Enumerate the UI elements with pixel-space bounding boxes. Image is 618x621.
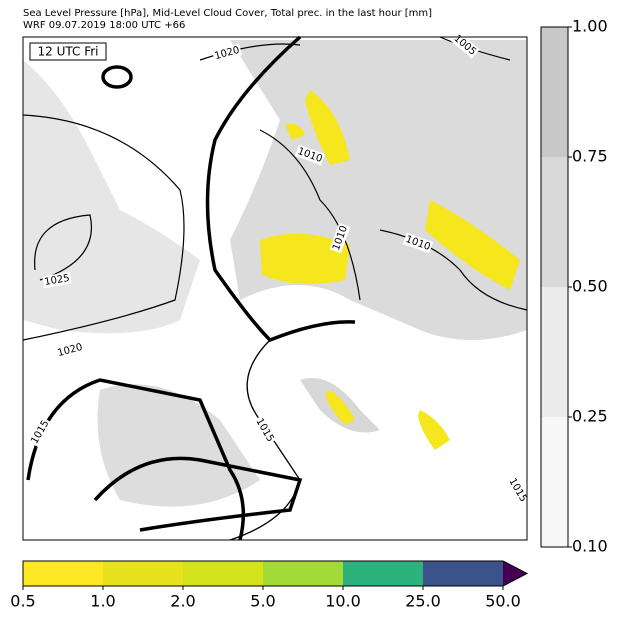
colorbar-tick-label: 0.5	[10, 592, 35, 611]
cloud-area	[23, 60, 200, 334]
colorbar-tick-label: 2.0	[170, 592, 195, 611]
colorbar-tick-label: 1.0	[90, 592, 115, 611]
precip-areas	[260, 90, 520, 450]
precip-area	[418, 410, 450, 450]
colorbar-segment	[423, 561, 503, 586]
contour-label-bg	[402, 232, 434, 254]
colorbar-tick-label: 50.0	[485, 592, 521, 611]
colorbar-tick-label: 0.10	[572, 537, 608, 556]
time-box	[29, 42, 107, 61]
contour-label-bg	[252, 414, 278, 446]
precip-colorbar: 0.5 1.0 2.0 5.0 10.0 25.0 50.0	[10, 560, 529, 611]
precip-area	[285, 123, 305, 140]
colorbar-tick-label: 25.0	[405, 592, 441, 611]
isobar	[22, 114, 185, 341]
colorbar-tick-label: 0.25	[572, 407, 608, 426]
colorbar-segment	[263, 561, 343, 586]
colorbar-segment	[541, 417, 568, 547]
colorbar-segment	[541, 287, 568, 417]
contour-label-bg	[329, 222, 351, 254]
subtitle: WRF 09.07.2019 18:00 UTC +66	[23, 20, 185, 31]
title: Sea Level Pressure [hPa], Mid-Level Clou…	[23, 8, 432, 19]
colorbar-tick-label: 5.0	[250, 592, 275, 611]
contours	[22, 35, 528, 541]
colorbar-frame	[22, 560, 529, 587]
contour-label-bg	[42, 271, 72, 289]
isobar	[34, 214, 92, 281]
isobar	[101, 65, 133, 89]
colorbar-tick-label: 0.75	[572, 147, 608, 166]
colorbar-segment	[23, 561, 103, 586]
isobar	[26, 378, 246, 541]
isobar	[199, 43, 301, 61]
time-label: 12 UTC Fri	[38, 45, 99, 59]
contour-label-bg	[450, 31, 480, 59]
precip-area	[425, 200, 520, 290]
contour-label-bg	[211, 43, 243, 63]
contour-label: 1025	[44, 273, 71, 288]
contour-label-bg	[294, 144, 326, 166]
isobar	[205, 35, 356, 343]
precip-area	[325, 390, 355, 425]
colorbar-segment	[103, 561, 183, 586]
colorbar-segment	[183, 561, 263, 586]
isobar	[93, 456, 303, 532]
colorbar-segment	[541, 27, 568, 157]
colorbar-tick-label: 1.00	[572, 17, 608, 36]
contour-label-bg	[54, 340, 86, 360]
colorbar-segment	[343, 561, 423, 586]
contour-label-bg	[27, 416, 53, 448]
cloud-colorbar: 0.10 0.25 0.50 0.75 1.00	[540, 17, 608, 556]
contour-label-bg	[505, 474, 531, 506]
isobar	[259, 129, 361, 301]
precip-area	[260, 233, 350, 284]
colorbar-tick-label: 0.50	[572, 277, 608, 296]
colorbar-extend	[503, 561, 527, 586]
colorbar-tick-label: 10.0	[325, 592, 361, 611]
precip-area	[305, 90, 350, 165]
colorbar-segment	[541, 157, 568, 287]
cloud-area	[97, 384, 260, 507]
map-frame	[22, 36, 528, 541]
